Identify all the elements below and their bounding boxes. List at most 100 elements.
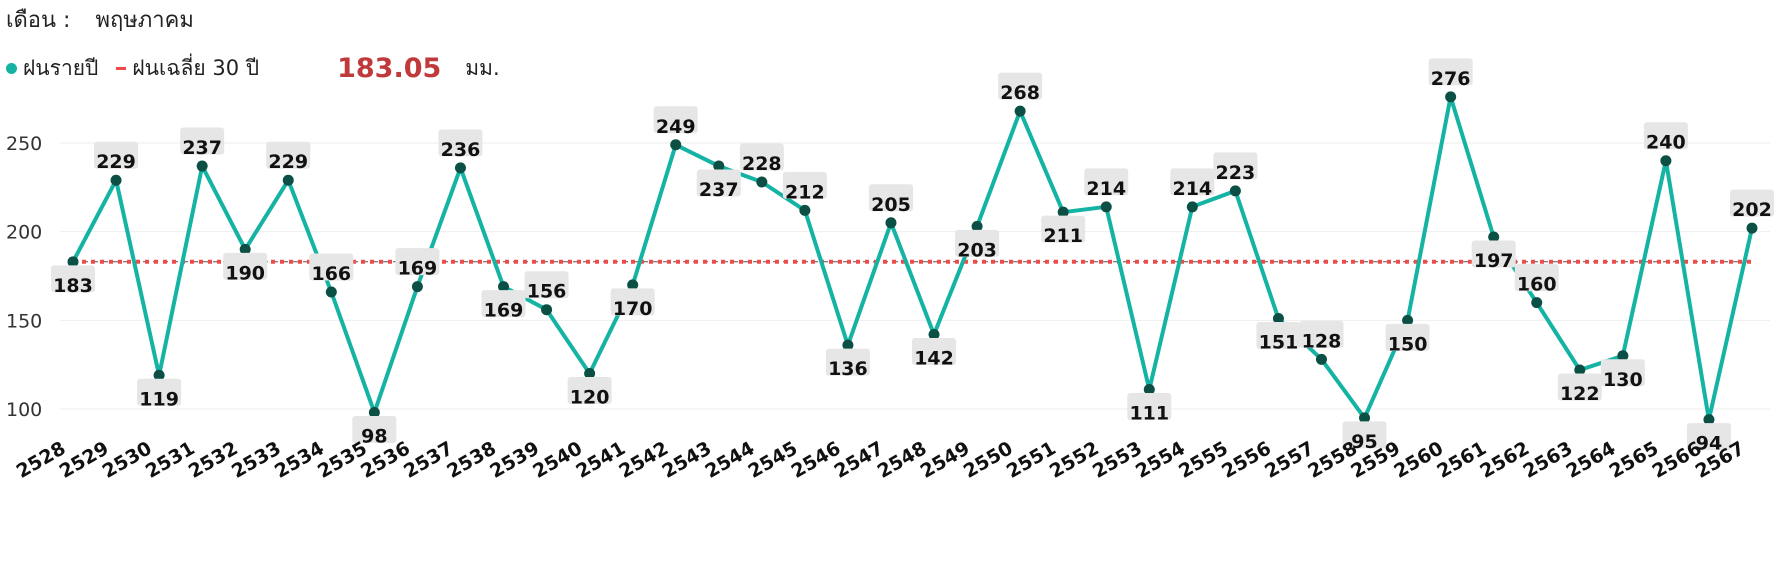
data-label-box (481, 290, 526, 318)
data-point (1445, 91, 1457, 103)
data-point (842, 339, 854, 351)
data-label-box (696, 169, 741, 197)
legend: ฝนรายปี ฝนเฉลี่ย 30 ปี 183.05 มม. (6, 52, 500, 85)
series-line (71, 94, 1754, 422)
data-label: 98 (361, 426, 387, 448)
data-point (1574, 364, 1586, 376)
data-label: 240 (1646, 132, 1686, 154)
y-tick-label: 200 (6, 222, 42, 244)
data-label-box (180, 127, 225, 155)
data-label-box (998, 72, 1043, 100)
data-label-box (1041, 215, 1086, 243)
data-point (885, 217, 897, 229)
data-label-box (1342, 421, 1387, 449)
data-label: 150 (1388, 333, 1428, 355)
data-point (1660, 155, 1672, 167)
data-label-box (51, 265, 95, 293)
data-label: 223 (1216, 162, 1256, 184)
month-label: เดือน : (6, 8, 71, 33)
data-label: 276 (1431, 68, 1471, 90)
data-point (713, 160, 725, 172)
data-label-box (266, 141, 311, 169)
data-label-box (94, 141, 139, 169)
legend-annual-label: ฝนรายปี (23, 56, 99, 80)
data-label-box (868, 184, 913, 212)
data-label: 237 (699, 179, 739, 201)
data-label: 229 (96, 151, 136, 173)
data-label: 183 (53, 275, 93, 297)
data-point (670, 139, 682, 151)
data-label: 142 (914, 348, 954, 370)
data-label: 228 (742, 153, 782, 175)
data-point (110, 174, 122, 186)
data-point (67, 256, 79, 268)
data-point (1229, 185, 1241, 197)
data-label-box (137, 378, 182, 406)
data-label: 203 (957, 239, 997, 261)
data-label: 202 (1732, 199, 1772, 221)
data-label-box (782, 171, 827, 199)
data-label: 119 (139, 388, 179, 410)
data-label-box (955, 229, 1000, 257)
data-label: 169 (484, 300, 524, 322)
data-label: 166 (311, 263, 351, 285)
data-label: 214 (1086, 178, 1126, 200)
data-label-box (1385, 323, 1430, 351)
data-label: 214 (1172, 178, 1212, 200)
data-point (1531, 297, 1543, 309)
data-label-box (610, 288, 655, 316)
data-label: 160 (1517, 274, 1557, 296)
data-label-box (1600, 359, 1645, 387)
x-axis: 2528252925302531253225332534253525362537… (13, 437, 1749, 482)
data-label: 268 (1000, 82, 1040, 104)
data-point (153, 369, 165, 381)
data-label: 229 (268, 151, 308, 173)
y-tick-label: 100 (6, 399, 42, 421)
data-label-box (1428, 58, 1473, 86)
data-label-box (1256, 322, 1301, 350)
data-label-box (1730, 189, 1774, 217)
data-point (1703, 414, 1715, 426)
data-point (239, 243, 251, 255)
month-value: พฤษภาคม (95, 8, 194, 33)
month-header: เดือน : พฤษภาคม (6, 2, 194, 37)
y-tick-label: 250 (6, 133, 42, 155)
data-label: 212 (785, 181, 825, 203)
data-label-box (1299, 320, 1344, 348)
data-label: 211 (1043, 225, 1083, 247)
data-point (756, 176, 768, 188)
data-label-box (825, 348, 870, 376)
data-label-box (223, 252, 268, 280)
data-label-box (1557, 373, 1602, 401)
data-label-box (912, 338, 957, 366)
data-label: 151 (1259, 332, 1299, 354)
data-point (454, 162, 466, 174)
y-tick-label: 150 (6, 310, 42, 332)
data-label-box (1213, 152, 1258, 180)
data-point (971, 220, 983, 232)
average-line-marker-icon (116, 67, 127, 70)
data-label: 170 (613, 298, 653, 320)
data-label-box (567, 377, 612, 405)
data-label-box (739, 143, 784, 171)
data-label-box (1127, 392, 1172, 420)
legend-average-label: ฝนเฉลี่ย 30 ปี (132, 56, 260, 80)
annual-series-line (71, 94, 1754, 422)
data-label-box (1471, 240, 1516, 268)
data-point (1402, 314, 1414, 326)
data-label-box (524, 271, 569, 299)
data-label: 120 (570, 387, 610, 409)
data-point (368, 407, 380, 419)
data-point (1617, 350, 1629, 362)
average-unit: มม. (465, 56, 500, 80)
data-label: 94 (1696, 433, 1722, 455)
data-point (1315, 353, 1327, 365)
annual-series-marker-icon (6, 63, 17, 74)
data-label-box (309, 253, 354, 281)
data-point (498, 281, 510, 293)
data-point (282, 174, 294, 186)
data-labels: 1832291192371902291669816923616915612017… (51, 58, 1774, 455)
data-label: 205 (871, 194, 911, 216)
data-label-box (352, 416, 397, 444)
